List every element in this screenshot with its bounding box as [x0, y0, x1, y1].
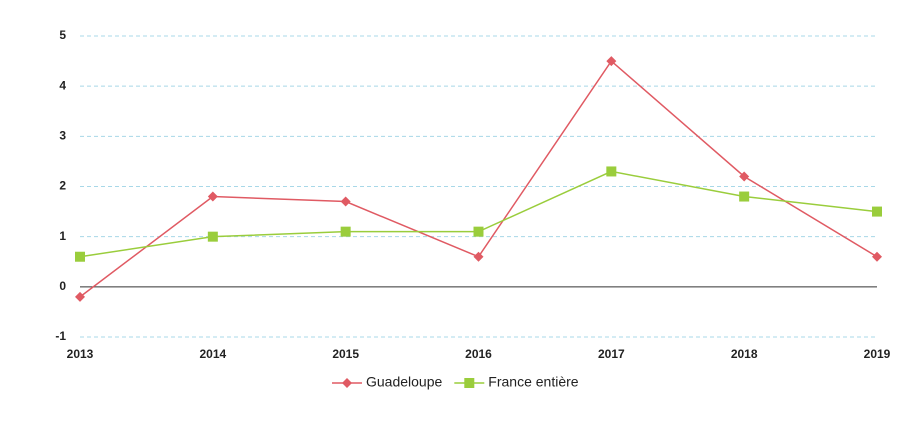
data-point	[606, 56, 617, 67]
y-tick-label: 4	[59, 78, 66, 92]
legend-label: France entière	[488, 374, 578, 390]
data-point	[473, 251, 484, 262]
x-tick-label: 2014	[199, 347, 226, 361]
x-tick-label: 2018	[731, 347, 758, 361]
data-point	[739, 191, 750, 202]
x-tick-label: 2019	[864, 347, 891, 361]
y-tick-label: 5	[59, 28, 66, 42]
x-tick-label: 2017	[598, 347, 625, 361]
data-point	[207, 191, 218, 202]
data-point	[872, 206, 882, 217]
x-tick-label: 2015	[332, 347, 359, 361]
data-point	[207, 231, 218, 242]
data-point	[75, 251, 85, 262]
data-point	[473, 226, 484, 237]
y-tick-label: 2	[59, 179, 66, 193]
legend-label: Guadeloupe	[366, 374, 443, 390]
y-tick-label: 1	[59, 229, 66, 243]
y-tick-label: -1	[55, 329, 66, 343]
legend-marker	[342, 378, 352, 388]
data-point	[75, 291, 85, 302]
x-tick-label: 2013	[67, 347, 94, 361]
y-tick-label: 3	[59, 129, 66, 143]
data-point	[340, 226, 351, 237]
data-point	[739, 171, 750, 182]
data-point	[872, 251, 882, 262]
x-tick-label: 2016	[465, 347, 492, 361]
data-point	[340, 196, 351, 207]
y-tick-label: 0	[59, 279, 66, 293]
legend-marker	[464, 378, 475, 388]
data-point	[606, 166, 617, 177]
